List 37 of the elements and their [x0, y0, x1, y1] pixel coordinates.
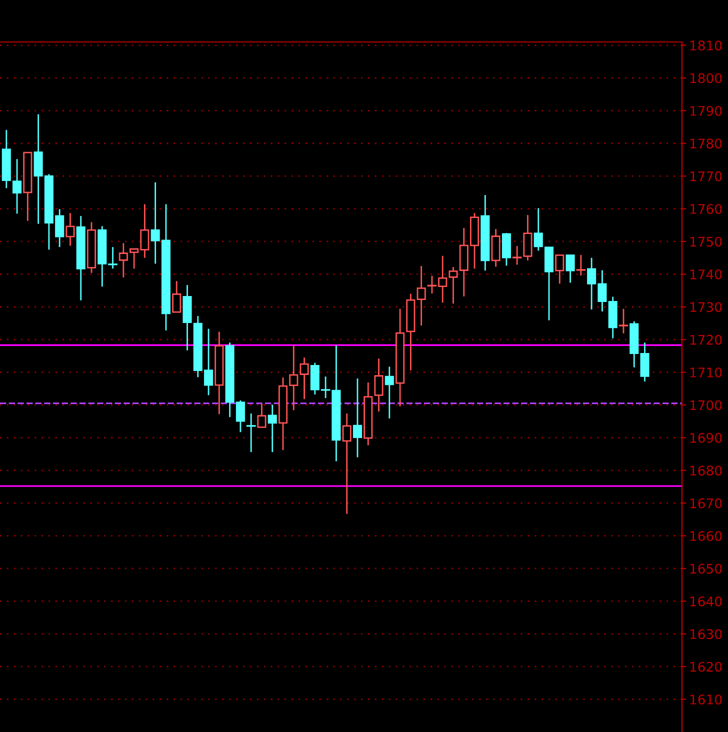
y-tick-label: 1790 [690, 106, 722, 116]
candlestick [384, 366, 394, 420]
candlestick [576, 254, 586, 276]
y-tick-label: 1610 [690, 694, 722, 704]
y-tick-label: 1630 [690, 629, 722, 640]
y-tick-label: 1700 [690, 400, 722, 410]
candlestick [66, 212, 75, 246]
y-tick-label: 1730 [690, 302, 722, 312]
candlestick [374, 358, 384, 412]
y-tick-label: 1660 [690, 531, 722, 541]
y-tick-label: 1690 [690, 432, 722, 443]
y-tick-label: 1670 [690, 498, 722, 508]
candlestick [618, 308, 628, 334]
y-tick-label: 1760 [690, 204, 722, 214]
candlestick [172, 280, 182, 313]
candlestick [555, 254, 564, 284]
y-tick-label: 1710 [690, 368, 722, 378]
candlestick [416, 265, 426, 326]
y-tick-label: 1810 [690, 40, 722, 50]
candlestick [268, 404, 277, 453]
y-tick-label: 1800 [690, 73, 722, 84]
candlestick [566, 254, 575, 284]
candlestick [502, 232, 511, 266]
y-tick-label: 1620 [690, 662, 722, 672]
candlestick [342, 412, 352, 515]
y-tick-label: 1720 [690, 334, 722, 345]
candlestick [257, 402, 266, 428]
y-tick-label: 1650 [690, 564, 722, 574]
candlestick [352, 378, 362, 458]
y-tick-label: 1680 [690, 466, 722, 476]
candlestick [246, 412, 256, 453]
y-tick-label: 1750 [690, 236, 722, 247]
y-tick-label: 1770 [690, 171, 722, 182]
y-tick-label: 1740 [690, 269, 722, 280]
candlestick [300, 356, 309, 400]
y-tick-label: 1640 [690, 596, 722, 606]
y-tick-label: 1780 [690, 138, 722, 149]
